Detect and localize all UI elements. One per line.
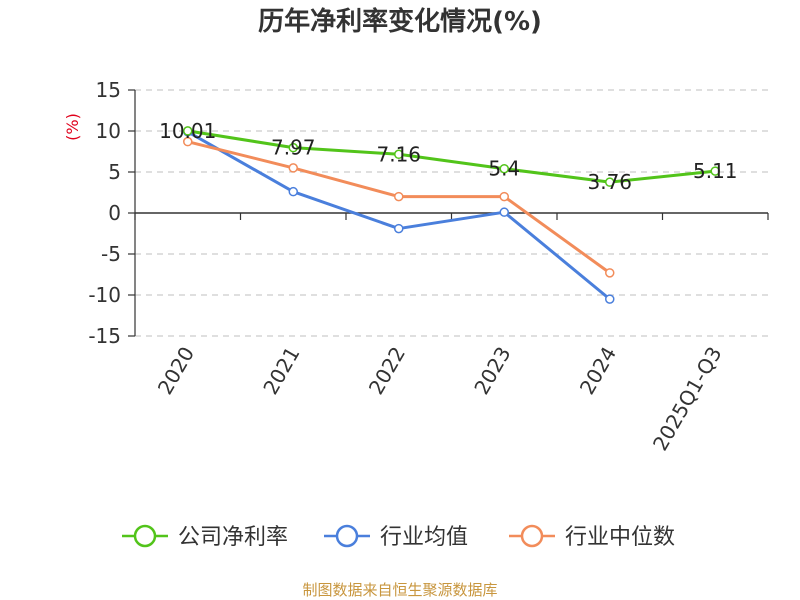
data-label: 5.11 xyxy=(693,159,738,183)
legend-label: 行业均值 xyxy=(380,525,468,550)
x-tick-label: 2024 xyxy=(575,343,621,399)
data-point[interactable] xyxy=(288,142,298,153)
data-label: 3.76 xyxy=(587,170,632,194)
data-point[interactable] xyxy=(499,207,509,217)
data-point[interactable] xyxy=(499,191,509,202)
data-point[interactable] xyxy=(605,294,615,304)
source-note: 制图数据来自恒生聚源数据库 xyxy=(302,581,497,599)
data-labels: 10.01 7.97 7.16 5.4 3.76 5.11 xyxy=(159,119,737,194)
y-unit-label: (%) xyxy=(63,113,82,141)
legend-item[interactable]: 行业均值 xyxy=(324,524,468,550)
y-tick-label: 10 xyxy=(96,119,121,143)
legend-item[interactable]: 公司净利率 xyxy=(122,524,288,550)
series-layer xyxy=(183,126,720,304)
x-tick-label: 2023 xyxy=(469,343,515,399)
y-tick-label: 5 xyxy=(108,160,121,184)
data-point[interactable] xyxy=(183,126,193,136)
data-point[interactable] xyxy=(394,191,404,202)
data-label: 5.4 xyxy=(488,157,520,181)
series-line xyxy=(187,129,716,184)
x-tick-label: 2022 xyxy=(364,343,410,399)
legend-swatch-marker xyxy=(335,524,359,548)
data-point[interactable] xyxy=(288,163,298,173)
data-point[interactable] xyxy=(394,223,404,234)
data-point[interactable] xyxy=(288,186,298,197)
y-tick-label: 0 xyxy=(108,201,121,225)
y-tick-label: -5 xyxy=(101,242,121,266)
data-point[interactable] xyxy=(394,149,404,160)
legend-swatch-marker xyxy=(520,524,544,548)
x-tick-label: 2020 xyxy=(153,343,199,399)
legend-swatch-marker xyxy=(133,524,157,548)
data-point[interactable] xyxy=(605,268,615,278)
legend-label: 行业中位数 xyxy=(565,525,675,550)
legend-item[interactable]: 行业中位数 xyxy=(509,524,675,550)
y-tick-label: -10 xyxy=(88,283,121,307)
data-label: 7.97 xyxy=(271,136,316,160)
legend-label: 公司净利率 xyxy=(178,525,288,550)
x-tick-label: 2025Q1-Q3 xyxy=(648,343,727,455)
data-point[interactable] xyxy=(605,177,615,187)
legend[interactable]: 公司净利率 行业均值 行业中位数 xyxy=(122,524,675,550)
data-point[interactable] xyxy=(183,136,193,147)
y-tick-label: 15 xyxy=(96,78,121,102)
data-point[interactable] xyxy=(710,166,720,176)
y-tick-label: -15 xyxy=(88,324,121,348)
data-label: 7.16 xyxy=(376,142,421,166)
data-point[interactable] xyxy=(499,163,509,174)
data-label: 10.01 xyxy=(159,119,216,143)
x-tick-label: 2021 xyxy=(258,343,304,399)
chart-title: 历年净利率变化情况(%) xyxy=(258,6,542,37)
